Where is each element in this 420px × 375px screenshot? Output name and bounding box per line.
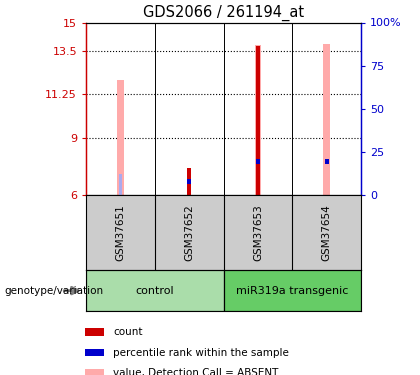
Bar bbox=[85, 328, 105, 336]
Bar bbox=[323, 44, 330, 195]
Text: genotype/variation: genotype/variation bbox=[4, 286, 103, 296]
Text: control: control bbox=[136, 286, 174, 296]
Bar bbox=[256, 46, 260, 195]
Bar bbox=[85, 349, 105, 356]
Text: count: count bbox=[113, 327, 143, 337]
Text: GSM37652: GSM37652 bbox=[184, 204, 194, 261]
Bar bbox=[256, 159, 260, 164]
Bar bbox=[325, 159, 329, 164]
Bar bbox=[255, 45, 262, 195]
Bar bbox=[86, 270, 224, 311]
Bar bbox=[85, 369, 105, 375]
Title: GDS2066 / 261194_at: GDS2066 / 261194_at bbox=[143, 5, 304, 21]
Bar bbox=[224, 270, 361, 311]
Bar bbox=[117, 80, 124, 195]
Text: value, Detection Call = ABSENT: value, Detection Call = ABSENT bbox=[113, 368, 279, 375]
Text: GSM37651: GSM37651 bbox=[116, 204, 126, 261]
Text: GSM37653: GSM37653 bbox=[253, 204, 263, 261]
Text: miR319a transgenic: miR319a transgenic bbox=[236, 286, 349, 296]
Bar bbox=[187, 179, 191, 184]
Bar bbox=[118, 174, 122, 195]
Text: GSM37654: GSM37654 bbox=[322, 204, 332, 261]
Bar bbox=[187, 168, 192, 195]
Text: percentile rank within the sample: percentile rank within the sample bbox=[113, 348, 289, 357]
